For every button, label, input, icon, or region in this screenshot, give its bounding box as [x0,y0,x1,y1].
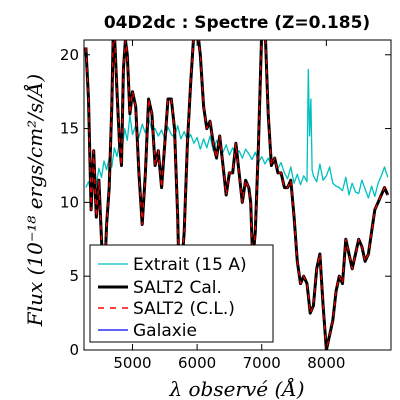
legend-item: Galaxie [98,321,197,341]
x-tick-label: 6000 [178,354,216,372]
legend: Extrait (15 A) SALT2 Cal. SALT2 (C.L.) G… [89,244,274,343]
legend-item: SALT2 Cal. [98,278,222,298]
y-tick-label: 15 [60,120,79,138]
plot-frame [83,39,392,351]
legend-label: Galaxie [133,321,197,341]
legend-label: Extrait (15 A) [133,255,247,275]
y-tick-label: 20 [60,46,79,64]
x-axis-label: λ observé (Å) [168,376,304,400]
ticks-layer: 5000 6000 7000 8000 0 5 10 15 20 [60,40,391,372]
series-salt2-cl [85,40,389,350]
legend-box [89,244,274,343]
x-tick-label: 7000 [243,354,281,372]
x-tick-label: 8000 [307,354,345,372]
y-axis-label: Flux (10⁻¹⁸ ergs/cm²/s/Å) [22,74,47,327]
y-tick-label: 5 [69,267,79,285]
x-tick-label: 5000 [113,354,151,372]
y-tick-label: 10 [60,193,79,211]
legend-item: SALT2 (C.L.) [98,299,235,319]
series-layer [84,40,390,350]
y-tick-label: 0 [69,341,79,359]
legend-label: SALT2 Cal. [133,278,222,298]
chart-title: 04D2dc : Spectre (Z=0.185) [104,13,370,33]
legend-item: Extrait (15 A) [98,255,247,275]
legend-label: SALT2 (C.L.) [133,299,235,319]
